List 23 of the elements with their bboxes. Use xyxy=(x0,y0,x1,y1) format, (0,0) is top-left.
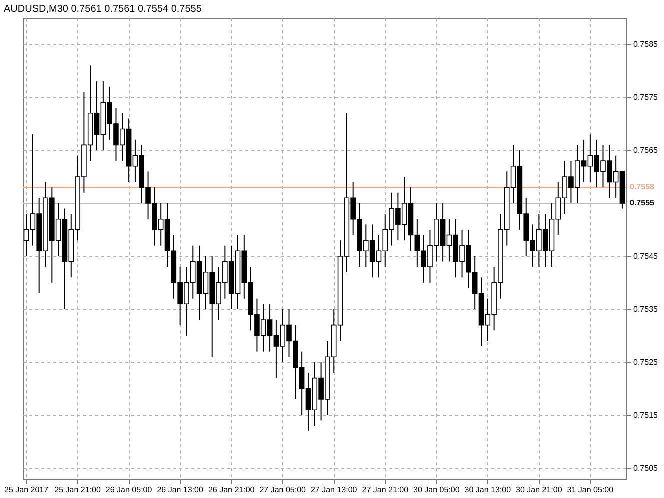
x-tick-label: 26 Jan 21:00 xyxy=(208,486,256,494)
y-tick-label: 0.7585 xyxy=(634,40,659,49)
y-tick-label: 0.7515 xyxy=(634,410,659,420)
y-tick-label: 0.7525 xyxy=(634,358,659,367)
ref-line-label: 0.7558 xyxy=(630,182,656,192)
y-tick-label: 0.7505 xyxy=(634,464,659,473)
x-tick-label: 25 Jan 2017 xyxy=(4,486,50,494)
x-tick-label: 30 Jan 05:00 xyxy=(414,486,460,494)
x-tick-label: 25 Jan 21:00 xyxy=(54,486,102,494)
x-tick-label: 27 Jan 13:00 xyxy=(310,486,358,494)
x-tick-label: 30 Jan 13:00 xyxy=(464,486,512,494)
chart-title: AUDUSD,M30 0.7561 0.7561 0.7554 0.7555 xyxy=(4,4,202,15)
y-tick-label: 0.7535 xyxy=(634,304,659,314)
y-tick-label: 0.7545 xyxy=(634,252,659,261)
x-tick-label: 26 Jan 13:00 xyxy=(157,486,204,494)
x-tick-label: 27 Jan 05:00 xyxy=(260,486,307,494)
x-tick-label: 30 Jan 21:00 xyxy=(516,486,563,494)
y-tick-label: 0.7575 xyxy=(634,92,659,102)
x-tick-label: 31 Jan 05:00 xyxy=(567,486,614,494)
ref-line-label: 0.7555 xyxy=(630,198,656,208)
x-tick-label: 26 Jan 05:00 xyxy=(106,486,153,494)
y-tick-label: 0.7565 xyxy=(634,146,659,155)
x-tick-label: 27 Jan 21:00 xyxy=(362,486,410,494)
